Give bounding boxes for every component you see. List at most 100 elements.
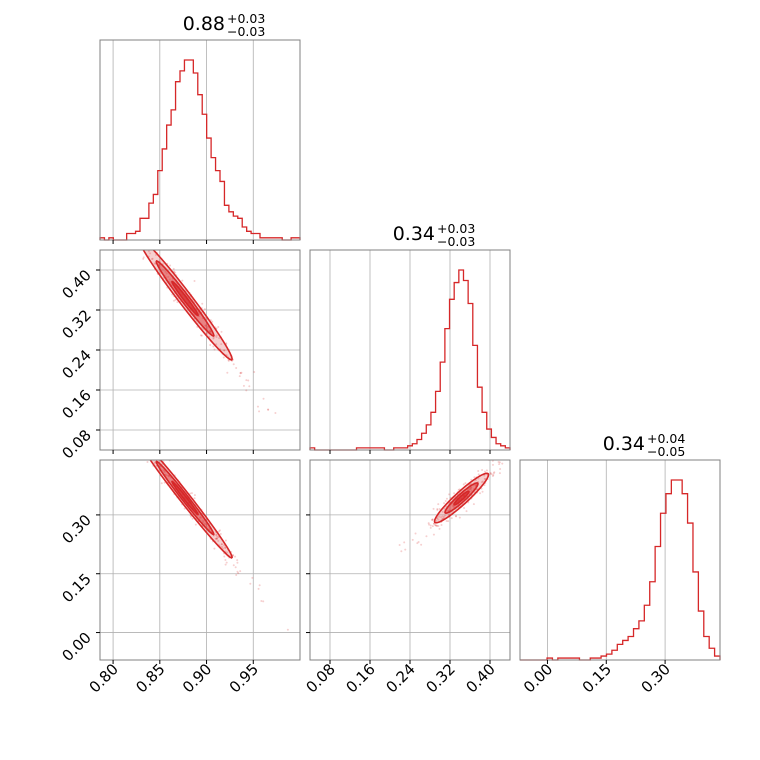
sample-point xyxy=(305,655,307,657)
hist-frame-0 xyxy=(99,39,301,241)
sample-point xyxy=(142,256,145,259)
y-tick-label: 0.24 xyxy=(58,346,94,382)
sample-point xyxy=(431,525,434,528)
sample-point xyxy=(206,326,209,329)
sample-point xyxy=(164,270,167,273)
sample-point xyxy=(151,257,154,260)
sample-point xyxy=(245,389,248,392)
sample-point xyxy=(220,543,223,546)
sample-point xyxy=(481,480,484,483)
hist-grid-0 xyxy=(112,40,254,240)
sample-point xyxy=(213,348,216,351)
sample-point xyxy=(510,459,512,461)
sample-point xyxy=(209,330,212,333)
sample-point xyxy=(237,572,240,575)
corr-content xyxy=(120,410,307,657)
sample-point xyxy=(200,516,203,519)
sample-point xyxy=(130,221,132,223)
sample-point xyxy=(202,520,205,523)
sample-point xyxy=(150,454,152,456)
hist-panel-1: 0.34 +0.03−0.03 xyxy=(309,221,511,454)
sample-point xyxy=(149,446,151,448)
y-tick-label: 0.30 xyxy=(58,511,94,547)
sample-point xyxy=(262,397,265,400)
param-median-label-0: 0.88 xyxy=(183,13,225,35)
param-plus-error-2: +0.04 xyxy=(647,431,685,446)
sample-point xyxy=(489,471,492,474)
param-median-label-2: 0.34 xyxy=(603,433,645,455)
sample-point xyxy=(236,559,239,562)
sample-point xyxy=(167,275,170,278)
param-minus-error-1: −0.03 xyxy=(437,234,475,249)
sample-point xyxy=(134,441,136,443)
sample-point xyxy=(432,507,435,510)
sample-point xyxy=(435,519,438,522)
sample-point xyxy=(224,563,227,566)
sample-point xyxy=(203,308,206,311)
sample-point xyxy=(174,271,177,274)
sample-point xyxy=(141,227,143,229)
sample-point xyxy=(205,523,208,526)
sample-point xyxy=(153,462,156,465)
sample-point xyxy=(110,210,112,212)
sample-point xyxy=(134,225,136,227)
sample-point xyxy=(242,384,245,387)
hist-grid-1 xyxy=(329,250,491,450)
sample-point xyxy=(224,546,227,549)
sample-point xyxy=(474,479,477,482)
sample-point xyxy=(198,312,201,315)
sample-point xyxy=(120,410,122,412)
sample-point xyxy=(403,541,406,544)
sample-point xyxy=(138,234,140,236)
sample-point xyxy=(429,526,432,529)
sample-point xyxy=(438,515,441,518)
sample-point xyxy=(122,215,124,217)
sample-point xyxy=(232,564,235,567)
sample-point xyxy=(208,329,211,332)
sample-point xyxy=(122,212,124,214)
sample-point xyxy=(219,532,222,535)
sample-point xyxy=(436,508,439,511)
sample-point xyxy=(257,587,260,590)
sample-point xyxy=(443,507,446,510)
sample-point xyxy=(492,474,495,477)
contour-level-2 xyxy=(171,280,199,317)
sample-point xyxy=(235,367,238,370)
sample-point xyxy=(470,489,473,492)
sample-point xyxy=(193,494,196,497)
sample-point xyxy=(464,482,467,485)
sample-point xyxy=(146,460,149,463)
corr-grid xyxy=(100,250,300,450)
sample-point xyxy=(155,454,157,456)
sample-point xyxy=(216,537,219,540)
sample-point xyxy=(201,519,204,522)
sample-point xyxy=(445,519,448,522)
sample-point xyxy=(214,537,217,540)
sample-point xyxy=(209,344,212,347)
sample-point xyxy=(480,481,483,484)
sample-point xyxy=(425,535,428,538)
sample-point xyxy=(153,455,155,457)
corr-grid xyxy=(310,460,510,660)
sample-point xyxy=(163,481,166,484)
sample-point xyxy=(437,525,440,528)
x-tick-label: 0.40 xyxy=(462,660,498,696)
x-tick-label: 0.15 xyxy=(579,660,615,696)
sample-point xyxy=(224,558,227,561)
sample-point xyxy=(193,497,196,500)
sample-point xyxy=(470,486,473,489)
x-tick-label: 0.32 xyxy=(422,660,458,696)
sample-point xyxy=(453,492,456,495)
sample-point xyxy=(145,457,147,459)
sample-point xyxy=(223,544,226,547)
sample-point xyxy=(235,573,238,576)
sample-point xyxy=(154,253,157,256)
sample-point xyxy=(190,515,193,518)
sample-point xyxy=(211,320,214,323)
sample-point xyxy=(437,503,440,506)
sample-point xyxy=(239,371,242,374)
sample-point xyxy=(158,264,161,267)
sample-point xyxy=(172,267,175,270)
sample-point xyxy=(227,359,230,362)
